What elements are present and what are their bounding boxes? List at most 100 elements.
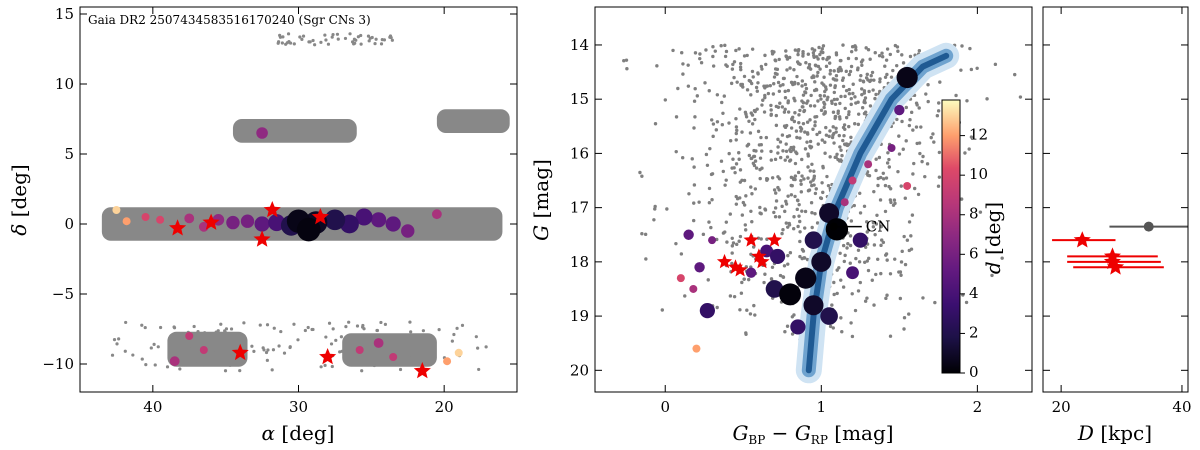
sky-field-star (250, 344, 254, 348)
sky-field-star (307, 40, 311, 44)
cmd-field-star (959, 68, 963, 72)
sky-field-star (384, 351, 388, 355)
cmd-field-star (817, 130, 822, 135)
cmd-field-star (932, 140, 936, 144)
sky-star-marker (202, 213, 220, 230)
sky-field-star (192, 324, 196, 329)
sky-x-ticks: 40 30 20 (143, 7, 454, 416)
cmd-field-star (802, 177, 806, 181)
cmd-field-star (830, 101, 834, 105)
sky-xtick-label: 20 (435, 398, 454, 416)
cmd-field-star (785, 57, 790, 61)
sky-field-star (219, 322, 223, 326)
cmd-field-star (756, 236, 761, 240)
cmd-field-star (872, 78, 876, 82)
sky-field-star (401, 335, 405, 339)
cmd-field-star (881, 240, 886, 245)
cmd-field-star (782, 264, 787, 268)
sky-field-star (117, 337, 121, 341)
cmd-field-star (840, 330, 844, 334)
cmd-star-marker (743, 232, 759, 247)
sky-field-star (383, 322, 388, 326)
cmd-field-star (856, 66, 860, 70)
cmd-field-star (925, 162, 930, 166)
cmd-field-star (775, 67, 780, 72)
cmd-field-star (792, 215, 796, 219)
cmd-field-star (752, 163, 757, 168)
cmd-field-star (653, 122, 658, 126)
cmd-field-star (788, 251, 793, 255)
sky-member-point (443, 357, 452, 366)
cmd-field-star (719, 44, 723, 48)
cmd-field-star (724, 63, 728, 67)
cmd-field-star (817, 45, 821, 50)
cmd-field-star (823, 140, 827, 144)
cmd-field-star (879, 243, 883, 248)
cmd-field-star (795, 135, 799, 140)
cmd-field-star (888, 198, 893, 202)
sky-field-star (450, 339, 454, 343)
sky-y-ticks: −10 −5 0 5 10 15 (42, 5, 517, 373)
cmd-field-star (810, 211, 814, 215)
cmd-field-star (758, 156, 763, 160)
cmd-field-star (798, 108, 802, 113)
cmd-field-star (759, 211, 763, 216)
cmd-field-star (819, 108, 824, 113)
cmd-field-star (839, 94, 843, 99)
cmd-field-star (917, 141, 922, 145)
cmd-field-star (710, 197, 714, 202)
cmd-field-star (720, 100, 724, 105)
sky-member-point (156, 215, 165, 224)
cmd-field-star (820, 47, 824, 51)
sky-field (342, 333, 437, 367)
sky-field-star (190, 346, 194, 350)
cmd-field-star (738, 61, 743, 66)
cmd-field-star (806, 189, 811, 193)
sky-field-star (355, 354, 359, 358)
sky-field-star (375, 328, 380, 333)
cmd-field-star (698, 56, 702, 61)
cmd-field-star (744, 331, 748, 335)
cmd-field-star (789, 126, 794, 130)
cmd-field-star (733, 170, 737, 175)
cmd-field-star (879, 271, 883, 276)
cmd-field-star (804, 60, 808, 65)
cmd-field-star (763, 53, 767, 58)
cmd-field-star (842, 133, 846, 138)
cmd-field-star (811, 51, 816, 55)
cmd-xtick-label: 2 (973, 398, 983, 416)
cmd-star-marker (727, 259, 744, 274)
cmd-field-star (844, 69, 848, 74)
cmd-field-star (792, 68, 796, 72)
cmd-field-star (808, 169, 812, 173)
cmd-field-star (839, 316, 843, 320)
cmd-field-star (843, 106, 847, 111)
cmd-field-star (773, 214, 778, 219)
cmd-field-star (737, 157, 741, 161)
sky-field-star (437, 328, 441, 332)
cmd-frame (594, 6, 1033, 393)
sky-member-point (169, 356, 180, 367)
sky-field-star (370, 35, 374, 40)
cmd-field-star (730, 166, 734, 170)
sky-field-star (143, 325, 147, 330)
cmd-field-star (693, 51, 698, 55)
sky-field-star (330, 364, 334, 369)
cmd-field-star (730, 261, 734, 266)
sky-field-star (344, 325, 348, 329)
sky-field-star (397, 358, 401, 362)
sky-member-point (240, 214, 255, 228)
cmd-field-star (873, 96, 877, 101)
sky-field-star (303, 328, 307, 333)
sky-field-star (409, 330, 413, 334)
cmd-field-star (742, 277, 746, 281)
cmd-field-star (738, 234, 743, 239)
cmd-field-star (813, 212, 817, 216)
sky-field-star (477, 367, 481, 372)
sky-member-point (268, 214, 286, 232)
cmd-field-star (644, 257, 648, 261)
cmd-field-star (809, 180, 813, 184)
cmd-field-star (847, 87, 851, 92)
cmd-field-star (711, 134, 715, 139)
cmd-field-star (818, 52, 822, 57)
